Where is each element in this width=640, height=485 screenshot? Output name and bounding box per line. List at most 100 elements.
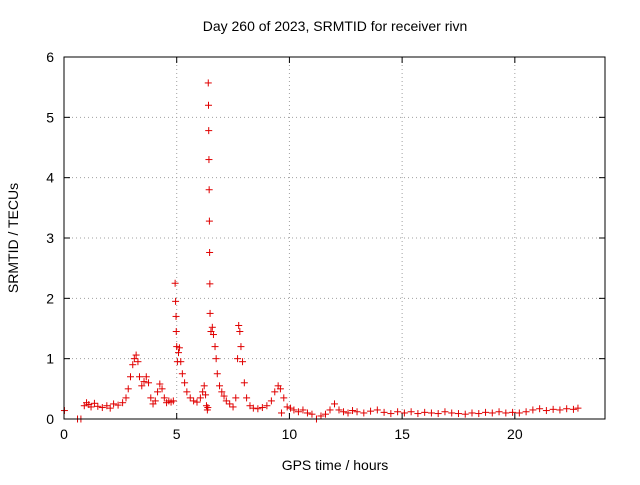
data-point	[171, 279, 179, 287]
data-point	[280, 394, 288, 402]
data-point	[240, 379, 248, 387]
data-point	[448, 409, 456, 417]
data-point	[529, 406, 537, 414]
data-point	[220, 392, 228, 400]
data-point	[353, 408, 361, 416]
data-point	[177, 358, 185, 366]
grid-lines	[64, 57, 605, 419]
data-point	[308, 410, 316, 418]
data-point	[178, 370, 186, 378]
data-point	[132, 351, 140, 359]
data-point	[158, 385, 166, 393]
data-point	[138, 382, 146, 390]
data-point	[205, 217, 213, 225]
data-point	[199, 388, 207, 396]
y-tick-label: 3	[46, 230, 54, 246]
data-point	[160, 394, 168, 402]
data-point	[209, 331, 217, 339]
data-point	[169, 397, 177, 405]
data-point	[154, 388, 162, 396]
data-point	[249, 404, 257, 412]
data-point	[482, 408, 490, 416]
data-point	[394, 408, 402, 416]
y-tick-label: 5	[46, 109, 54, 125]
data-point	[122, 394, 130, 402]
data-point	[186, 394, 194, 402]
data-point	[124, 385, 132, 393]
y-tick-label: 0	[46, 411, 54, 427]
data-point	[211, 343, 219, 351]
data-point	[495, 408, 503, 416]
y-axis-label: SRMTID / TECUs	[5, 183, 21, 293]
data-point	[400, 409, 408, 417]
data-point	[349, 407, 357, 415]
data-point	[129, 361, 137, 369]
data-point	[208, 323, 216, 331]
data-points	[60, 79, 582, 423]
data-point	[142, 373, 150, 381]
data-point	[360, 409, 368, 417]
data-point	[237, 343, 245, 351]
y-tick-label: 4	[46, 170, 54, 186]
data-point	[236, 328, 244, 336]
data-point	[110, 400, 118, 408]
x-tick-label: 20	[507, 426, 523, 442]
data-point	[232, 394, 240, 402]
data-point	[502, 409, 510, 417]
data-point	[563, 405, 571, 413]
data-point	[204, 101, 212, 109]
data-point	[331, 400, 338, 408]
x-tick-label: 15	[394, 426, 410, 442]
data-point	[204, 79, 212, 87]
data-point	[175, 344, 183, 352]
data-point	[263, 402, 271, 410]
data-point	[299, 406, 307, 414]
data-point	[427, 409, 435, 417]
data-point	[574, 404, 582, 412]
data-point	[380, 408, 388, 416]
data-point	[278, 409, 286, 417]
data-point	[367, 407, 375, 415]
data-point	[175, 349, 183, 357]
data-point	[509, 408, 517, 416]
y-tick-label: 1	[46, 351, 54, 367]
data-point	[235, 321, 243, 329]
data-point	[549, 405, 557, 413]
data-point	[87, 403, 95, 411]
data-point	[140, 378, 148, 386]
data-point	[94, 402, 102, 410]
data-point	[283, 403, 291, 411]
data-point	[200, 382, 208, 390]
data-point	[222, 397, 230, 405]
data-point	[212, 355, 220, 363]
data-point	[172, 297, 180, 305]
data-point	[239, 358, 247, 366]
data-point	[205, 186, 213, 194]
data-point	[218, 388, 226, 396]
data-point	[303, 409, 311, 417]
data-point	[475, 410, 483, 418]
data-point	[202, 391, 210, 399]
data-point	[421, 408, 429, 416]
chart-title: Day 260 of 2023, SRMTID for receiver riv…	[203, 18, 468, 34]
data-point	[234, 355, 242, 363]
data-point	[98, 404, 106, 412]
y-tick-label: 2	[46, 290, 54, 306]
x-tick-label: 5	[173, 426, 181, 442]
data-point	[183, 388, 191, 396]
data-point	[569, 405, 577, 413]
data-point	[271, 388, 279, 396]
data-point	[344, 409, 352, 417]
data-point	[326, 406, 334, 414]
data-point	[206, 280, 214, 288]
axis-ticks: 0 5 10 15 20 0 1 2 3 4 5 6	[46, 49, 605, 442]
data-point	[317, 412, 325, 420]
data-point	[522, 408, 530, 416]
y-tick-label: 6	[46, 49, 54, 65]
data-point	[267, 397, 275, 405]
data-point	[172, 312, 180, 320]
data-point	[206, 309, 214, 317]
data-point	[126, 373, 134, 381]
data-point	[542, 407, 550, 415]
